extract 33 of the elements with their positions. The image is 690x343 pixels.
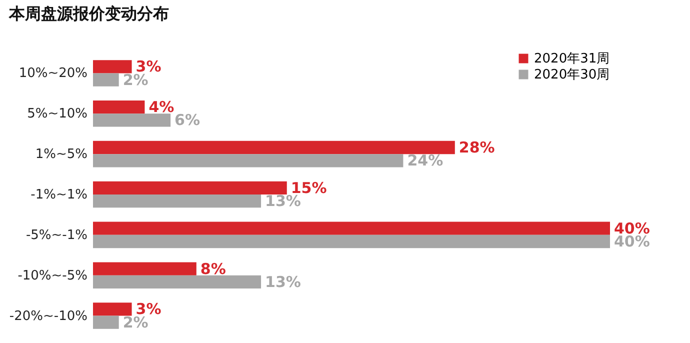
bar	[93, 140, 455, 154]
bar	[93, 181, 287, 194]
data-label: 13%	[265, 272, 301, 291]
y-tick-label: 5%~10%	[27, 106, 88, 122]
data-label: 2%	[122, 70, 148, 89]
data-label: 24%	[407, 152, 444, 170]
bar	[93, 262, 196, 276]
bar	[93, 194, 262, 208]
bar	[93, 275, 262, 288]
y-tick-label: 1%~5%	[35, 147, 88, 162]
bar	[93, 154, 404, 168]
y-tick-label: -1%~1%	[30, 188, 88, 202]
data-label: 28%	[458, 138, 495, 157]
y-tick-label: -20%~-10%	[9, 308, 88, 324]
legend-label: 2020年30周	[534, 68, 610, 82]
bar	[93, 222, 610, 235]
y-tick-label: -5%~-1%	[26, 228, 88, 243]
data-label: 8%	[200, 260, 226, 278]
data-label: 4%	[148, 98, 174, 116]
bar	[93, 73, 119, 86]
bar	[93, 100, 145, 114]
data-label: 2%	[122, 313, 148, 332]
bar	[93, 316, 119, 329]
y-tick-label: -10%~-5%	[18, 268, 88, 284]
data-label: 13%	[265, 192, 301, 210]
bar	[93, 302, 132, 316]
y-tick-label: 10%~20%	[18, 66, 88, 82]
chart-title: 本周盘源报价变动分布	[8, 4, 169, 23]
bar	[93, 60, 132, 74]
bar	[93, 114, 171, 127]
bar	[93, 234, 610, 248]
data-label: 6%	[174, 111, 200, 130]
legend-label: 2020年31周	[534, 52, 610, 66]
